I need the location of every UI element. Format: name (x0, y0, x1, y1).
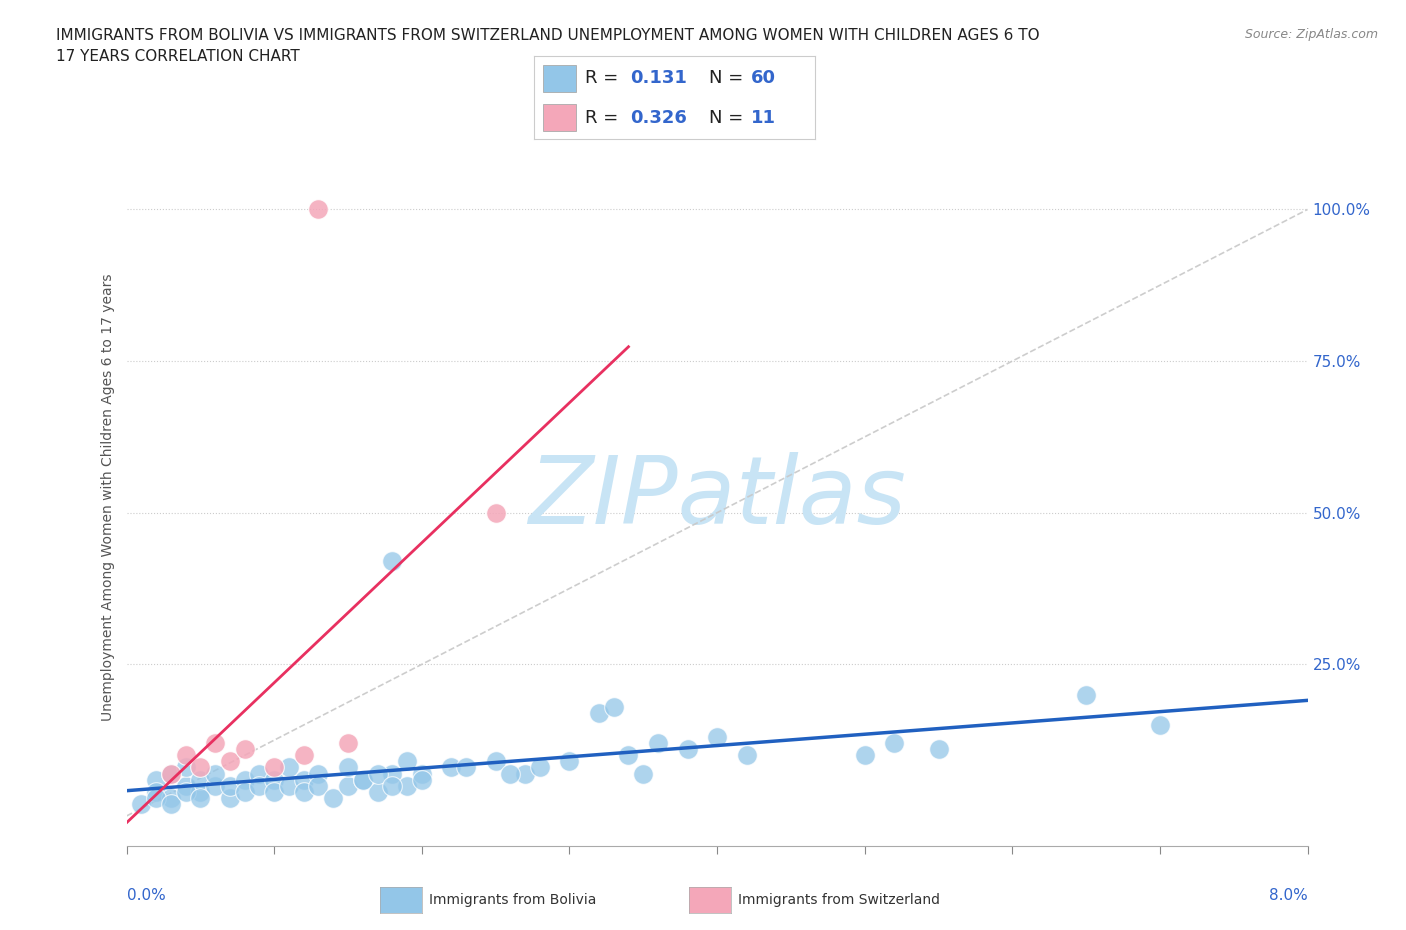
Point (588, 706, 610, 721)
Point (396, 754, 419, 769)
Point (558, 754, 581, 769)
Point (233, 772, 256, 787)
Point (160, 796, 183, 811)
Point (204, 778, 226, 793)
Point (160, 766, 183, 781)
Point (928, 742, 950, 757)
Point (1149, 718, 1171, 733)
Point (188, 772, 212, 787)
Point (278, 778, 301, 793)
Y-axis label: Unemployment Among Women with Children Ages 6 to 17 years: Unemployment Among Women with Children A… (101, 273, 115, 722)
Point (676, 742, 699, 757)
Point (853, 748, 876, 763)
Point (484, 505, 508, 520)
Point (603, 699, 626, 714)
Point (735, 748, 758, 763)
Point (411, 772, 433, 787)
Point (145, 790, 167, 805)
Point (352, 772, 374, 787)
Point (145, 772, 167, 787)
Text: Immigrants from Switzerland: Immigrants from Switzerland (738, 893, 941, 908)
Point (233, 784, 256, 799)
Point (219, 778, 242, 793)
Point (307, 778, 329, 793)
Point (204, 736, 226, 751)
Point (188, 790, 212, 805)
Point (263, 772, 285, 787)
Point (647, 736, 669, 751)
Text: 0.131: 0.131 (630, 70, 686, 87)
Point (617, 748, 640, 763)
Point (188, 760, 212, 775)
Point (352, 772, 374, 787)
Point (174, 760, 197, 775)
Point (160, 790, 183, 805)
Point (633, 766, 655, 781)
Point (322, 790, 344, 805)
Point (129, 796, 153, 811)
Point (337, 736, 360, 751)
Point (292, 748, 315, 763)
Point (381, 778, 404, 793)
Text: 0.326: 0.326 (630, 109, 686, 126)
Point (367, 784, 389, 799)
Point (337, 778, 360, 793)
Point (219, 790, 242, 805)
Point (263, 784, 285, 799)
Point (440, 760, 463, 775)
Text: 60: 60 (751, 70, 776, 87)
Point (883, 736, 905, 751)
Text: IMMIGRANTS FROM BOLIVIA VS IMMIGRANTS FROM SWITZERLAND UNEMPLOYMENT AMONG WOMEN : IMMIGRANTS FROM BOLIVIA VS IMMIGRANTS FR… (56, 28, 1040, 64)
Point (292, 784, 315, 799)
Point (381, 766, 404, 781)
Point (204, 766, 226, 781)
Point (706, 730, 728, 745)
Point (249, 766, 271, 781)
Text: R =: R = (585, 109, 619, 126)
Point (145, 784, 167, 799)
Point (174, 784, 197, 799)
Point (1076, 687, 1098, 702)
Text: N =: N = (709, 109, 742, 126)
Point (174, 748, 197, 763)
Point (411, 766, 433, 781)
FancyBboxPatch shape (543, 65, 576, 92)
Point (160, 766, 183, 781)
Point (219, 754, 242, 769)
Text: 11: 11 (751, 109, 776, 126)
Point (249, 778, 271, 793)
Text: ZIPatlas: ZIPatlas (529, 452, 905, 543)
Point (263, 760, 285, 775)
Point (337, 760, 360, 775)
Point (233, 742, 256, 757)
Point (307, 766, 329, 781)
Point (381, 553, 404, 568)
Point (174, 778, 197, 793)
Text: N =: N = (709, 70, 742, 87)
Text: R =: R = (585, 70, 619, 87)
Text: Immigrants from Bolivia: Immigrants from Bolivia (429, 893, 596, 908)
Point (188, 784, 212, 799)
Point (396, 778, 419, 793)
Point (515, 766, 537, 781)
Text: 0.0%: 0.0% (127, 888, 166, 903)
Point (278, 760, 301, 775)
Point (529, 760, 551, 775)
Point (484, 754, 508, 769)
Point (456, 760, 478, 775)
FancyBboxPatch shape (543, 104, 576, 131)
Point (307, 202, 329, 217)
Point (367, 766, 389, 781)
Text: Source: ZipAtlas.com: Source: ZipAtlas.com (1244, 28, 1378, 41)
Point (292, 772, 315, 787)
Text: 8.0%: 8.0% (1268, 888, 1308, 903)
Point (499, 766, 522, 781)
